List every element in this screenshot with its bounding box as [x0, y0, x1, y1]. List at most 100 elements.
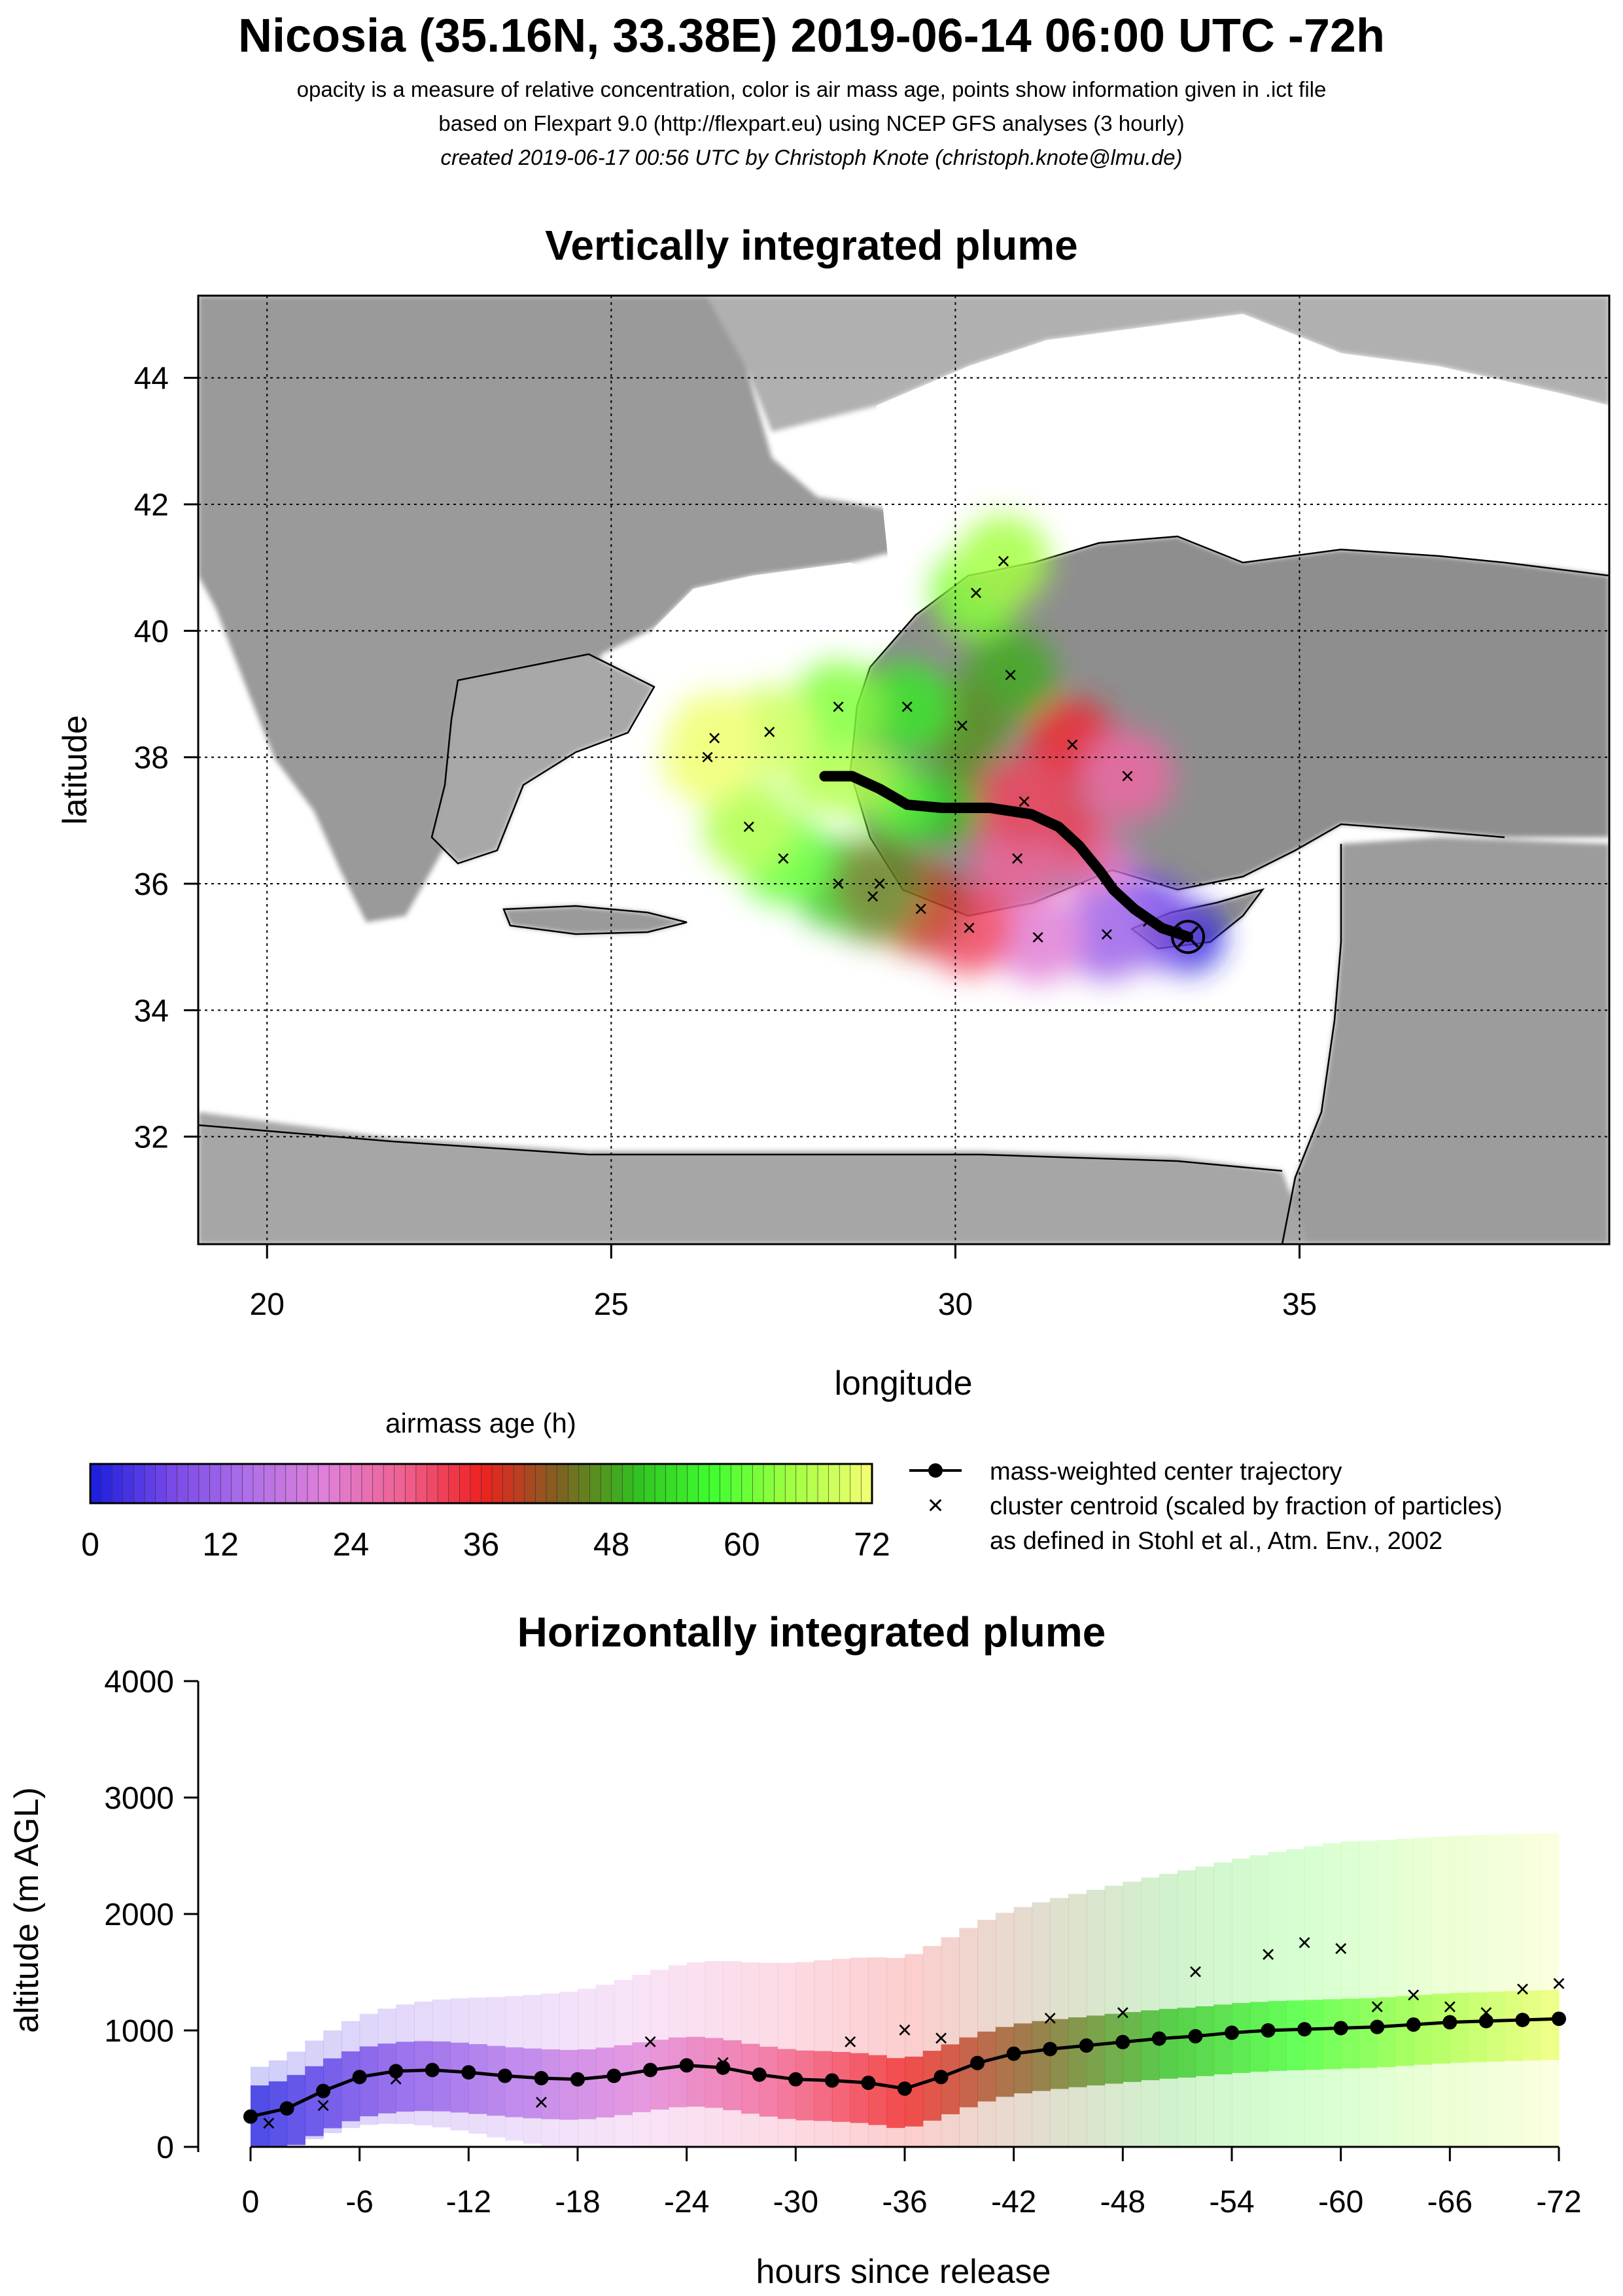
colorbar-cell [828, 1463, 841, 1504]
land-balkans [198, 296, 929, 922]
map-centroid-mark: × [955, 712, 969, 739]
field-column-outer [1468, 1835, 1487, 2147]
colorbar-cell [220, 1463, 232, 1504]
colorbar-cell [427, 1463, 438, 1504]
colorbar-cell [470, 1463, 482, 1504]
altitude-concentration-field [251, 1832, 1560, 2147]
altitude-trajectory-point [934, 2070, 949, 2085]
map-ytick-label: 32 [134, 1121, 169, 1155]
map-centroid-mark: × [1031, 924, 1045, 950]
colorbar-cell [405, 1463, 417, 1504]
release-point-marker [1171, 920, 1206, 954]
altitude-xtick-label: -72 [1536, 2185, 1581, 2219]
colorbar-cell [720, 1463, 732, 1504]
map-centroid-mark: × [866, 882, 880, 909]
altitude-xtick-label: -42 [991, 2185, 1036, 2219]
altitude-trajectory-point [534, 2070, 549, 2085]
colorbar-cell [448, 1463, 461, 1504]
colorbar-cell [687, 1463, 699, 1504]
altitude-trajectory-point [1297, 2022, 1312, 2037]
colorbar-cell [567, 1463, 580, 1504]
colorbar-cell [101, 1463, 113, 1504]
map-ytick-label: 34 [134, 994, 169, 1028]
altitude-trajectory-point [1115, 2034, 1130, 2049]
field-column-outer [1268, 1852, 1287, 2147]
land-africa [198, 1112, 1308, 1244]
altitude-center-trajectory [243, 2011, 1566, 2124]
legend-item-centroid: cluster centroid (scaled by fraction of … [990, 1493, 1503, 1520]
altitude-centroid-mark: × [1334, 1935, 1348, 1962]
colorbar-cell [144, 1463, 156, 1504]
field-column-core [377, 2044, 396, 2113]
field-column-outer [1522, 1833, 1541, 2147]
colorbar-cell [264, 1463, 275, 1504]
altitude-xtick-label: -54 [1209, 2185, 1254, 2219]
colorbar-cell [817, 1463, 829, 1504]
field-column-core [668, 2037, 688, 2108]
map-centroid-mark: × [1142, 908, 1155, 935]
plume-blob [792, 661, 884, 753]
map-centroid-mark: × [1066, 731, 1079, 757]
colorbar-cell [188, 1463, 200, 1504]
altitude-trajectory-point [1261, 2023, 1276, 2038]
colorbar-cells [90, 1463, 873, 1504]
altitude-centroid-mark: × [898, 2017, 912, 2044]
map-ytick-label: 44 [134, 362, 169, 396]
colorbar-cell [491, 1463, 504, 1504]
colorbar-cell [621, 1463, 634, 1504]
map-centroid-mark: × [708, 725, 722, 752]
altitude-trajectory-point [1442, 2015, 1457, 2030]
altitude-trajectory-point [1515, 2012, 1530, 2027]
land-levant [1282, 837, 1609, 1244]
map-y-axis: 32 34 36 38 40 42 44 [134, 362, 198, 1155]
colorbar-cell [361, 1463, 374, 1504]
altitude-centroid-mark: × [1552, 1970, 1566, 1998]
altitude-trajectory-point [316, 2083, 331, 2098]
map-x-axis: 20 25 30 35 [250, 1244, 1317, 1322]
legend-cross-symbol: × [928, 1489, 944, 1520]
colorbar-cell [372, 1463, 384, 1504]
colorbar-cell [296, 1463, 308, 1504]
altitude-trajectory-point [970, 2055, 985, 2070]
colorbar-cell [861, 1463, 873, 1504]
altitude-trajectory-point [279, 2101, 294, 2116]
map-centroid-mark: × [873, 870, 886, 897]
altitude-trajectory-point [1406, 2017, 1421, 2032]
colorbar-tick-label: 60 [724, 1526, 760, 1563]
colorbar-cell [578, 1463, 591, 1504]
field-column-core [1032, 2021, 1051, 2091]
colorbar-cell [589, 1463, 601, 1504]
altitude-trajectory-point [1188, 2028, 1203, 2044]
map-cluster-centroids: ×××××××××××××××× ××××××× [701, 548, 1155, 950]
altitude-centroid-mark: × [1515, 1976, 1529, 2004]
map-centroid-mark: × [1121, 763, 1134, 790]
colorbar-cell [535, 1463, 547, 1504]
plume-blob [1081, 730, 1174, 822]
altitude-trajectory-point [1043, 2042, 1058, 2057]
field-column-outer [1486, 1834, 1505, 2147]
altitude-xtick-label: -6 [345, 2185, 374, 2219]
altitude-panel-title: Horizontally integrated plume [517, 1609, 1106, 1656]
altitude-trajectory-point [389, 2064, 404, 2079]
map-y-label: latitude [56, 715, 94, 825]
colorbar-cell [209, 1463, 221, 1504]
subtitle-line-1: opacity is a measure of relative concent… [296, 77, 1327, 101]
map-centroid-mark: × [777, 844, 790, 871]
altitude-xtick-label: 0 [242, 2185, 260, 2219]
map-centroid-mark: × [831, 693, 845, 720]
colorbar-cell [394, 1463, 406, 1504]
colorbar-cell [122, 1463, 135, 1504]
altitude-trajectory-point [570, 2072, 585, 2087]
altitude-centroid-mark: × [1115, 1999, 1130, 2026]
altitude-trajectory-point [461, 2065, 476, 2080]
map-centroid-mark: × [969, 579, 983, 606]
altitude-trajectory-point [1552, 2011, 1566, 2026]
colorbar-cell [459, 1463, 471, 1504]
altitude-trajectory-point [716, 2060, 731, 2075]
altitude-trajectory-point [352, 2070, 367, 2085]
map-centroid-mark: × [900, 693, 914, 720]
field-column-outer [1340, 1841, 1360, 2147]
colorbar-cell [698, 1463, 710, 1504]
altitude-centroid-mark: × [1297, 1930, 1312, 1957]
altitude-trajectory-point [606, 2068, 621, 2083]
